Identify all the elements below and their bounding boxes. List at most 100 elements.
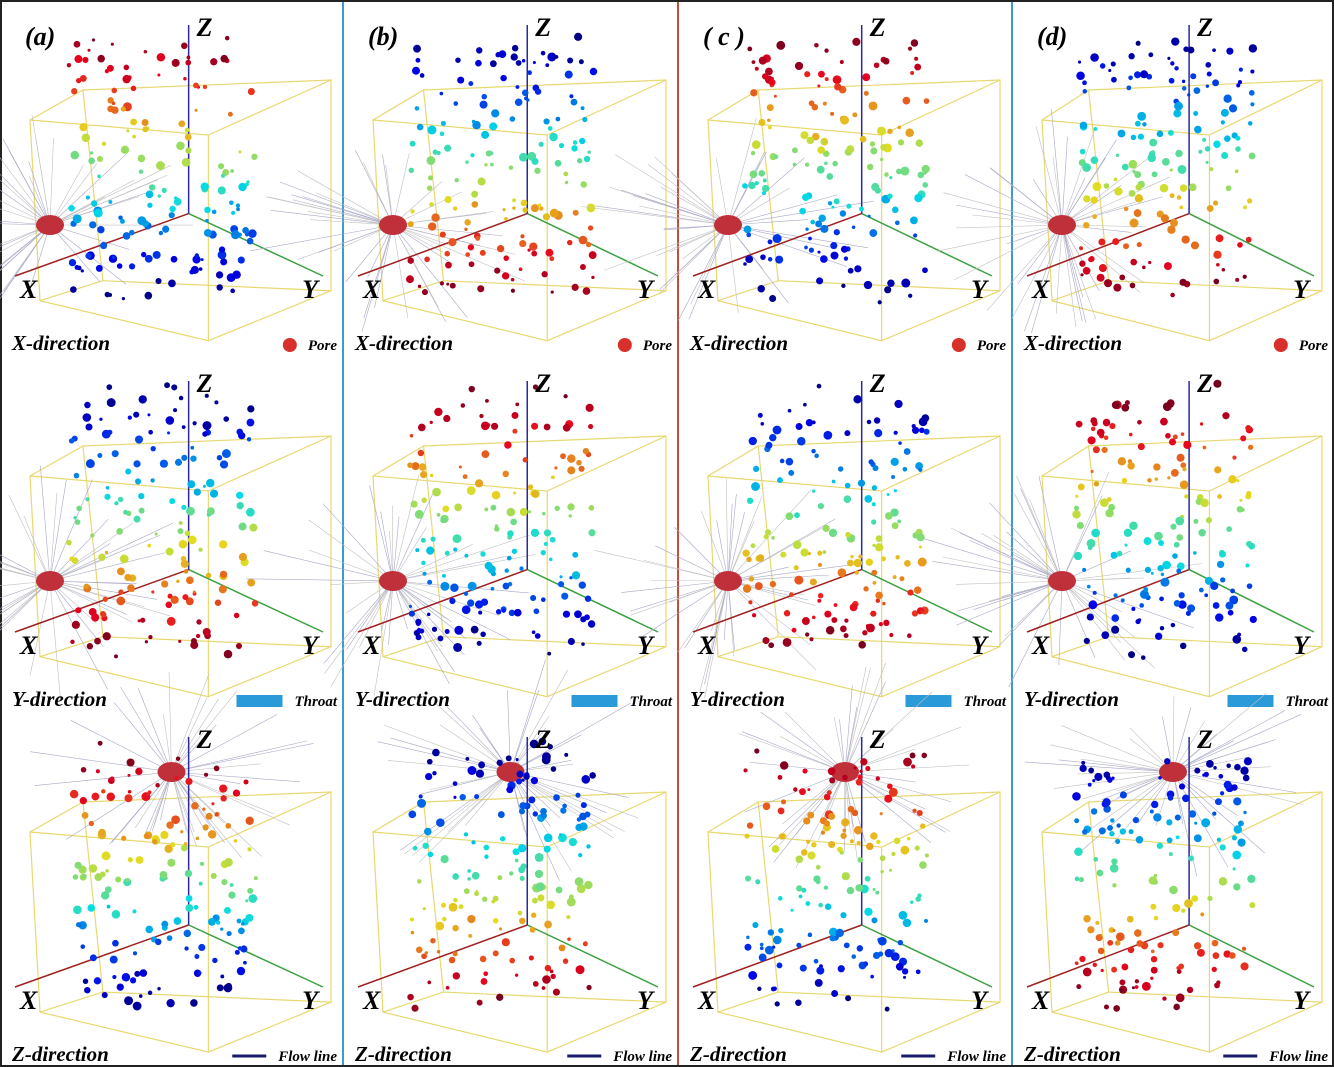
pore [1111,552,1118,559]
pore [783,638,792,647]
flow-line [1053,156,1062,225]
pore [820,255,828,263]
pore [559,833,562,836]
pore [135,435,143,443]
pore [792,628,797,633]
pore [211,873,217,879]
axis-y [1189,214,1314,276]
cube-edge [40,992,103,1012]
pore [512,45,518,51]
legend-label: Flow line [277,1049,337,1065]
pore [220,571,227,578]
pore [73,214,82,223]
pore [1180,643,1186,649]
pore [231,211,235,215]
pore [1214,466,1221,473]
pore [1111,858,1117,864]
pore [81,269,84,272]
pore [911,39,918,46]
pore [107,398,116,407]
pore [865,876,871,882]
flow-line [1039,476,1062,581]
pore [245,899,248,902]
pore [1204,772,1209,777]
pore [440,132,445,137]
pore [469,386,475,392]
pore [869,102,878,111]
pore [763,179,767,183]
pore [427,125,436,134]
flow-line [845,663,886,772]
pore [919,417,928,426]
pore [139,994,143,998]
pore [1224,135,1231,142]
pore [764,534,769,539]
pore [471,191,478,198]
pore [516,779,522,785]
pore [1217,494,1222,499]
pore [590,68,598,76]
pore [1226,185,1232,191]
pore [254,876,258,880]
pore [1241,508,1245,512]
pore [89,821,94,826]
pore [1104,183,1110,189]
pore [446,283,449,286]
pore [867,420,871,424]
pore [781,799,786,804]
pore [107,793,115,801]
pore [1171,623,1176,628]
pore [102,851,111,860]
pore [538,204,541,207]
pore [445,629,450,634]
pore [249,524,257,532]
pore [745,875,751,881]
pore [850,839,854,843]
pore [1143,587,1148,592]
pore [184,569,189,574]
pore [142,119,149,126]
pore [127,774,130,777]
pore [522,207,528,213]
pore [1138,443,1145,450]
pore [809,248,814,253]
pore [171,256,178,263]
pore [564,753,568,757]
pore [67,63,71,67]
pore [1233,797,1241,805]
pore [218,186,226,194]
pore [546,901,555,910]
pore [469,261,475,267]
pore [85,253,91,259]
pore [842,775,848,781]
pore [763,802,771,810]
pore [155,783,159,787]
legend-label: Throat [629,694,672,710]
pore [583,287,591,295]
pore [869,229,877,237]
pore [220,258,227,265]
pore [918,468,922,472]
pore [556,117,561,122]
pore [559,575,562,578]
pore [921,753,927,759]
pore [1215,613,1223,621]
pore [428,222,436,230]
pore [1224,781,1232,789]
pore [139,169,143,173]
pore [840,625,847,632]
pore [476,47,482,53]
pore [434,408,442,416]
pore [497,875,502,880]
pore [823,431,832,440]
pore [1235,136,1240,141]
pore [506,786,513,793]
pore [910,71,914,75]
pore [1242,947,1246,951]
pore [514,609,522,617]
pore [838,965,845,972]
pore [427,185,432,190]
pore [1129,433,1133,437]
pore [748,182,755,189]
pore [541,271,547,277]
